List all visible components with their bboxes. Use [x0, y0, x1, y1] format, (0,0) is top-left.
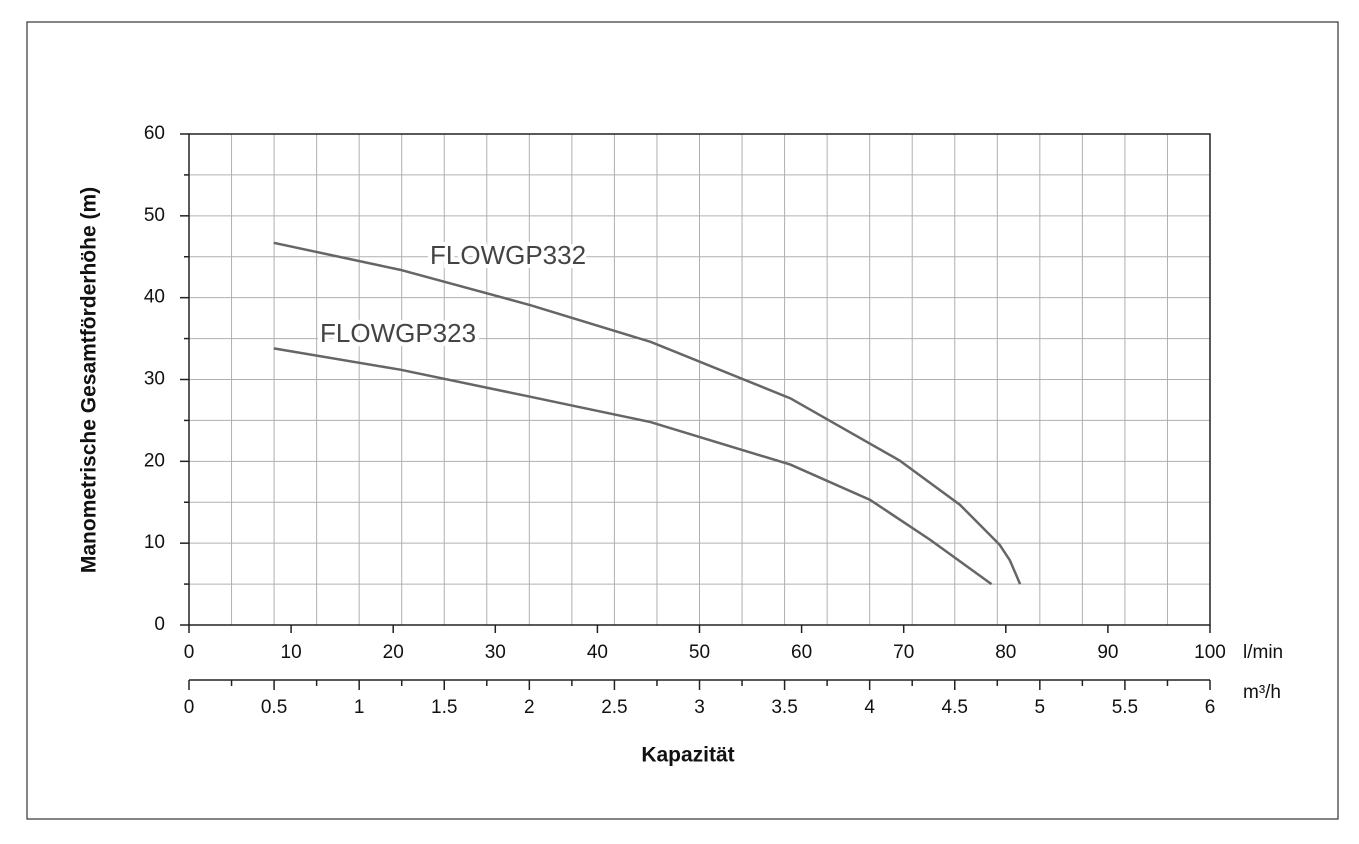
- y-tick-label: 10: [144, 532, 165, 553]
- x2-tick-label: 0.5: [261, 697, 287, 718]
- frame: [26, 21, 1339, 820]
- x-tick-label: 10: [281, 642, 302, 663]
- x2-tick-label: 2: [524, 697, 535, 718]
- y-tick-label: 60: [144, 123, 165, 144]
- y-tick-label: 30: [144, 369, 165, 390]
- x-tick-label: 0: [184, 642, 195, 663]
- x-tick-label: 90: [1097, 642, 1118, 663]
- x-tick-label: 20: [383, 642, 404, 663]
- x2-unit: m³/h: [1243, 682, 1281, 703]
- curve: [273, 241, 1022, 585]
- x2-tick-label: 0: [184, 697, 195, 718]
- x-tick-label: 40: [587, 642, 608, 663]
- x-tick-label: 80: [995, 642, 1016, 663]
- x-tick-label: 30: [485, 642, 506, 663]
- y-tick-label: 50: [144, 205, 165, 226]
- x-axis-label: Kapazität: [641, 744, 734, 767]
- x2-tick-label: 1: [354, 697, 365, 718]
- x2-tick-label: 6: [1205, 697, 1216, 718]
- x2-tick-label: 5.5: [1112, 697, 1138, 718]
- curve: [273, 347, 993, 586]
- x-tick-label: 60: [791, 642, 812, 663]
- y-tick-label: 20: [144, 450, 165, 471]
- x-tick-label: 50: [689, 642, 710, 663]
- x2-tick-label: 3: [694, 697, 705, 718]
- series-label: FLOWGP332: [430, 240, 586, 270]
- y-tick-label: 40: [144, 287, 165, 308]
- y-tick-label: 0: [154, 614, 165, 635]
- series-label: FLOWGP323: [320, 318, 476, 348]
- x2-tick-label: 4: [864, 697, 875, 718]
- x2-tick-label: 3.5: [771, 697, 797, 718]
- x2-tick-label: 4.5: [942, 697, 968, 718]
- x2-tick-label: 2.5: [601, 697, 627, 718]
- x-unit: l/min: [1243, 642, 1283, 663]
- x-tick-label: 100: [1194, 642, 1226, 663]
- x-tick-label: 70: [893, 642, 914, 663]
- x2-tick-label: 5: [1035, 697, 1046, 718]
- y-axis-label: Manometrische Gesamtförderhöhe (m): [78, 187, 101, 573]
- x2-tick-label: 1.5: [431, 697, 457, 718]
